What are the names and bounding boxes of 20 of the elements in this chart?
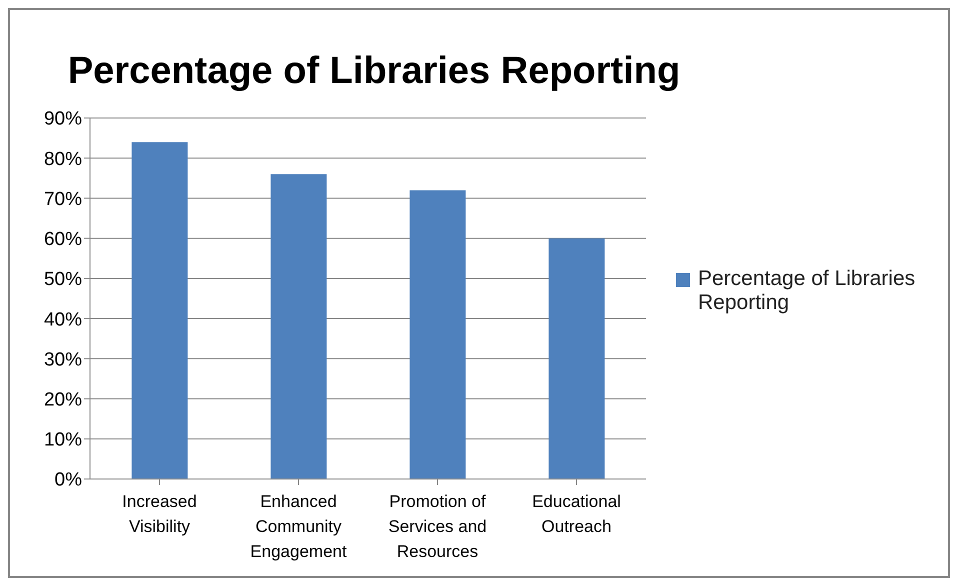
y-tick-label: 40% [44,309,82,330]
legend-label: Percentage of Libraries Reporting [698,267,916,315]
bar [410,190,466,479]
y-tick-label: 50% [44,269,82,290]
bar [270,174,327,479]
bar [548,238,605,479]
y-tick-label: 0% [54,470,82,491]
x-tick-label: Enhanced Community Engagement [250,492,347,561]
x-tick-label: Increased Visibility [122,492,197,536]
y-tick-label: 10% [44,430,82,451]
bar [132,142,188,479]
y-tick-label: 80% [44,148,82,170]
y-tick-label: 60% [44,229,82,250]
x-tick-label: Promotion of Services and Resources [388,492,487,561]
y-tick-label: 90% [44,108,82,130]
chart-title: Percentage of Libraries Reporting [66,50,682,94]
y-tick-label: 70% [44,188,82,210]
y-tick-label: 20% [44,390,82,411]
x-tick-label: Educational Outreach [532,492,621,536]
y-tick-label: 30% [44,349,82,370]
